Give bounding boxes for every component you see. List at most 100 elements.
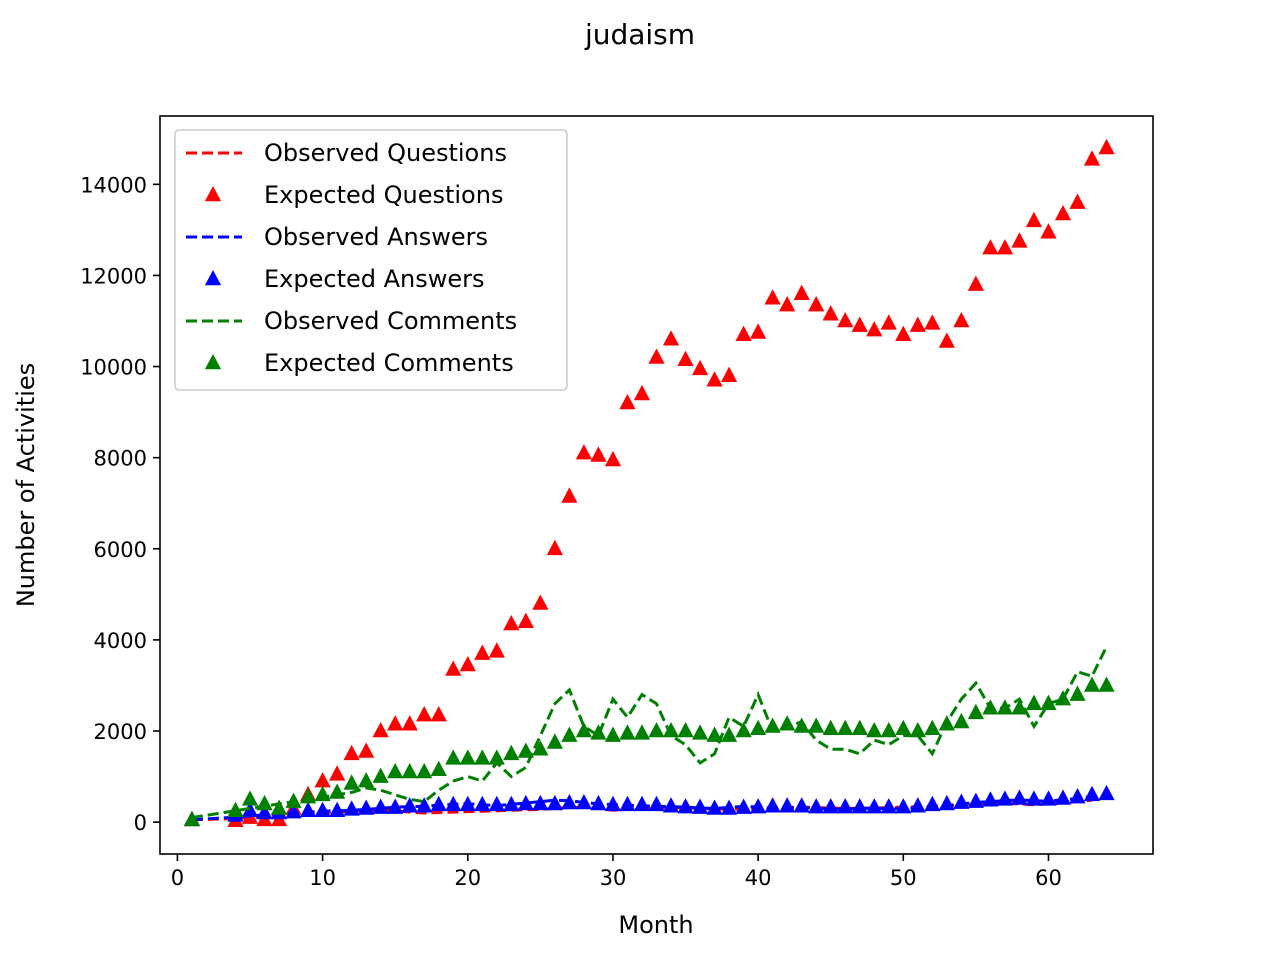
legend-label-expected-comments: Expected Comments — [264, 349, 514, 377]
legend-box — [174, 129, 568, 391]
plot-frame — [159, 115, 1154, 855]
data-point — [183, 810, 201, 827]
data-point — [256, 794, 273, 811]
data-point — [808, 798, 825, 814]
data-point — [793, 797, 810, 813]
data-point — [590, 794, 607, 811]
data-point — [1069, 193, 1086, 209]
data-point — [880, 314, 897, 330]
data-point — [1025, 211, 1043, 228]
data-point — [314, 772, 331, 788]
data-point — [1083, 150, 1101, 166]
data-point — [343, 744, 360, 761]
series-observed-answers — [191, 793, 1107, 822]
data-point — [329, 765, 346, 781]
data-point — [445, 795, 462, 812]
data-point — [619, 394, 636, 410]
data-point — [604, 450, 622, 467]
data-point — [1069, 685, 1086, 701]
data-point — [938, 715, 955, 731]
x-tick-label: 10 — [309, 866, 336, 890]
data-point — [822, 719, 839, 736]
data-point — [764, 717, 781, 733]
data-point — [996, 239, 1014, 255]
data-point — [677, 722, 694, 738]
data-point — [648, 795, 665, 812]
data-point — [561, 726, 578, 742]
data-point — [720, 366, 738, 382]
data-point — [1054, 690, 1072, 706]
series-expected-comments — [183, 676, 1115, 827]
data-point — [720, 726, 738, 742]
data-point — [358, 799, 375, 815]
data-point — [967, 275, 984, 291]
data-point — [546, 539, 563, 556]
data-point — [1069, 788, 1086, 804]
y-tick-label: 12000 — [80, 264, 147, 288]
data-point — [793, 284, 810, 300]
data-point — [662, 722, 680, 738]
data-point — [561, 793, 578, 810]
data-point — [387, 763, 404, 779]
data-point — [488, 642, 505, 658]
data-point — [982, 239, 999, 255]
data-point — [880, 722, 897, 738]
data-point — [503, 795, 520, 812]
y-tick-label: 4000 — [94, 629, 147, 653]
data-point — [866, 798, 883, 814]
data-point — [590, 446, 607, 462]
data-point — [532, 740, 549, 756]
data-point — [953, 312, 970, 328]
data-point — [256, 804, 273, 820]
data-point — [648, 722, 665, 738]
series-line — [191, 793, 1107, 822]
data-point — [793, 717, 810, 733]
data-point — [241, 790, 259, 806]
data-point — [314, 785, 331, 802]
data-point — [691, 798, 709, 814]
chart-title: judaism — [584, 18, 695, 51]
data-point — [474, 644, 491, 660]
data-point — [270, 799, 288, 815]
y-axis-label: Number of Activities — [12, 363, 40, 607]
x-tick-label: 0 — [171, 866, 184, 890]
data-point — [633, 724, 651, 740]
data-point — [1040, 790, 1057, 806]
data-point — [285, 792, 302, 808]
data-point — [517, 742, 534, 758]
data-point — [808, 296, 825, 312]
y-tick-label: 8000 — [94, 447, 147, 471]
data-point — [343, 774, 360, 790]
y-tick-label: 10000 — [80, 356, 147, 380]
data-point — [474, 749, 491, 765]
data-point — [358, 772, 375, 788]
data-point — [329, 801, 346, 818]
data-point — [430, 795, 447, 812]
data-point — [996, 790, 1014, 806]
data-point — [895, 719, 912, 736]
data-point — [967, 792, 984, 808]
x-tick-label: 40 — [745, 866, 772, 890]
series-line — [191, 646, 1108, 820]
data-point — [720, 799, 738, 815]
data-point — [953, 793, 970, 809]
series-observed-comments — [191, 646, 1108, 820]
data-point — [822, 305, 839, 321]
data-point — [575, 444, 593, 460]
data-point — [895, 798, 912, 814]
data-point — [488, 749, 505, 765]
data-point — [851, 719, 868, 736]
data-point — [358, 742, 375, 758]
data-point — [619, 724, 636, 740]
data-point — [909, 722, 926, 738]
data-point — [982, 791, 999, 807]
data-point — [1054, 789, 1072, 805]
data-point — [808, 717, 825, 733]
y-tick-label: 0 — [134, 811, 147, 835]
data-point — [953, 712, 970, 729]
x-axis: 0 10 20 30 40 50 60 — [171, 854, 1062, 890]
legend-label-observed-questions: Observed Questions — [264, 139, 507, 167]
data-point — [779, 296, 796, 312]
data-point — [764, 797, 781, 813]
